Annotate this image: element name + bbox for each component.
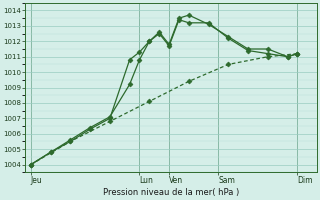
X-axis label: Pression niveau de la mer( hPa ): Pression niveau de la mer( hPa ) xyxy=(103,188,239,197)
